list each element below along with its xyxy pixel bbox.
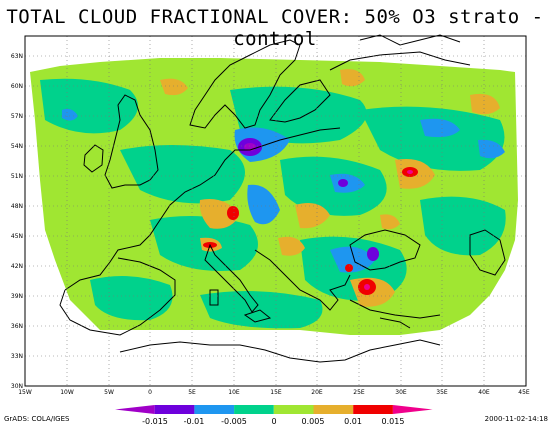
lon-tick-label: 10W xyxy=(60,389,74,396)
colorbar-label: -0.01 xyxy=(184,417,205,425)
lon-tick-label: 10E xyxy=(228,389,240,396)
lon-tick-label: 15W xyxy=(18,389,32,396)
colorbar-swatch xyxy=(194,405,235,414)
colorbar-label: 0 xyxy=(271,417,276,425)
lon-tick-label: 35E xyxy=(436,389,448,396)
lat-tick-label: 39N xyxy=(11,293,23,300)
lat-tick-label: 48N xyxy=(11,203,23,210)
lat-tick-label: 63N xyxy=(11,53,23,60)
lon-tick-label: 5E xyxy=(188,389,196,396)
colorbar-swatch xyxy=(273,405,314,414)
colorbar-labels: -0.015 -0.01 -0.005 0 0.005 0.01 0.015 xyxy=(142,417,404,425)
lat-tick-label: 45N xyxy=(11,233,23,240)
lon-tick-label: 15E xyxy=(270,389,282,396)
colorbar-label: 0.015 xyxy=(382,417,405,425)
colorbar-swatch xyxy=(115,405,155,414)
lon-tick-label: 25E xyxy=(353,389,365,396)
lat-tick-label: 57N xyxy=(11,113,23,120)
lat-tick-label: 30N xyxy=(11,383,23,390)
colorbar xyxy=(115,405,433,414)
timestamp-text: 2000-11-02-14:18 xyxy=(484,415,548,423)
lat-tick-label: 54N xyxy=(11,143,23,150)
colorbar-label: -0.005 xyxy=(221,417,247,425)
lon-tick-label: 0 xyxy=(148,389,152,396)
colorbar-swatch xyxy=(353,405,393,414)
lon-tick-label: 30E xyxy=(395,389,407,396)
lat-tick-label: 51N xyxy=(11,173,23,180)
colorbar-swatch xyxy=(154,405,195,414)
colorbar-label: 0.01 xyxy=(344,417,362,425)
lat-tick-label: 60N xyxy=(11,83,23,90)
colorbar-swatch xyxy=(313,405,354,414)
lon-tick-label: 45E xyxy=(518,389,530,396)
lon-tick-label: 5W xyxy=(104,389,114,396)
lon-axis-labels: 15W 10W 5W 0 5E 10E 15E 20E 25E 30E 35E … xyxy=(18,389,530,396)
colorbar-label: -0.015 xyxy=(142,417,168,425)
lat-tick-label: 33N xyxy=(11,353,23,360)
map-title: TOTAL CLOUD FRACTIONAL COVER: 50% O3 str… xyxy=(6,6,544,50)
coastlines xyxy=(59,34,506,363)
colorbar-swatch xyxy=(234,405,274,414)
lon-tick-label: 40E xyxy=(478,389,490,396)
lat-tick-label: 42N xyxy=(11,263,23,270)
lat-tick-label: 36N xyxy=(11,323,23,330)
lat-axis-labels: 30N 33N 36N 39N 42N 45N 48N 51N 54N 57N … xyxy=(11,53,23,390)
plot-frame xyxy=(24,35,527,387)
colorbar-label: 0.005 xyxy=(302,417,325,425)
colorbar-swatch xyxy=(392,405,433,414)
credit-text: GrADS: COLA/IGES xyxy=(4,415,70,423)
lon-tick-label: 20E xyxy=(311,389,323,396)
